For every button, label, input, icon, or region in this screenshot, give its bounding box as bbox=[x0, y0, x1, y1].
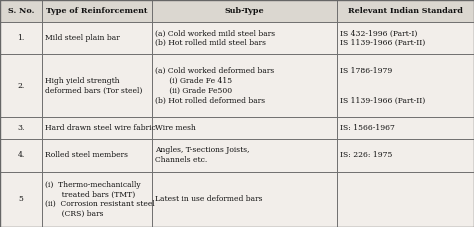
Text: Mild steel plain bar: Mild steel plain bar bbox=[45, 34, 120, 42]
Bar bbox=[0, 0, 42, 22]
Text: IS: 1566-1967: IS: 1566-1967 bbox=[340, 124, 395, 132]
Text: Relevant Indian Standard: Relevant Indian Standard bbox=[348, 7, 463, 15]
Text: Sub-Type: Sub-Type bbox=[225, 7, 264, 15]
Bar bbox=[0, 172, 42, 227]
Text: Latest in use deformed bars: Latest in use deformed bars bbox=[155, 195, 263, 203]
Bar bbox=[152, 117, 337, 139]
Bar bbox=[0, 117, 42, 139]
Text: 4.: 4. bbox=[18, 151, 25, 159]
Text: Rolled steel members: Rolled steel members bbox=[45, 151, 128, 159]
Bar bbox=[337, 0, 474, 22]
Bar bbox=[152, 22, 337, 54]
Bar bbox=[337, 54, 474, 117]
Bar bbox=[337, 172, 474, 227]
Text: (a) Cold worked mild steel bars
(b) Hot rolled mild steel bars: (a) Cold worked mild steel bars (b) Hot … bbox=[155, 30, 275, 47]
Text: 1.: 1. bbox=[18, 34, 25, 42]
Text: Angles, T-sections Joists,
Channels etc.: Angles, T-sections Joists, Channels etc. bbox=[155, 146, 249, 164]
Bar bbox=[337, 22, 474, 54]
Text: (i)  Thermo-mechanically
       treated bars (TMT)
(ii)  Corrosion resistant ste: (i) Thermo-mechanically treated bars (TM… bbox=[45, 180, 155, 218]
Text: S. No.: S. No. bbox=[8, 7, 34, 15]
Bar bbox=[42, 117, 152, 139]
Text: Type of Reinforcement: Type of Reinforcement bbox=[46, 7, 148, 15]
Bar bbox=[337, 117, 474, 139]
Bar bbox=[152, 54, 337, 117]
Bar bbox=[42, 22, 152, 54]
Text: Wire mesh: Wire mesh bbox=[155, 124, 196, 132]
Text: 5: 5 bbox=[18, 195, 23, 203]
Text: IS: 226: 1975: IS: 226: 1975 bbox=[340, 151, 392, 159]
Text: High yield strength
deformed bars (Tor steel): High yield strength deformed bars (Tor s… bbox=[45, 77, 142, 95]
Bar bbox=[152, 172, 337, 227]
Bar bbox=[42, 0, 152, 22]
Bar bbox=[0, 139, 42, 172]
Bar bbox=[152, 0, 337, 22]
Text: 3.: 3. bbox=[18, 124, 25, 132]
Text: IS 432-1996 (Part-I)
IS 1139-1966 (Part-II): IS 432-1996 (Part-I) IS 1139-1966 (Part-… bbox=[340, 30, 425, 47]
Bar bbox=[42, 139, 152, 172]
Bar bbox=[152, 139, 337, 172]
Bar bbox=[337, 139, 474, 172]
Bar bbox=[0, 54, 42, 117]
Bar bbox=[0, 22, 42, 54]
Bar bbox=[42, 54, 152, 117]
Text: Hard drawn steel wire fabric: Hard drawn steel wire fabric bbox=[45, 124, 156, 132]
Bar bbox=[42, 172, 152, 227]
Text: IS 1786-1979


IS 1139-1966 (Part-II): IS 1786-1979 IS 1139-1966 (Part-II) bbox=[340, 67, 425, 104]
Text: (a) Cold worked deformed bars
      (i) Grade Fe 415
      (ii) Grade Fe500
(b) : (a) Cold worked deformed bars (i) Grade … bbox=[155, 67, 274, 104]
Text: 2.: 2. bbox=[18, 82, 25, 90]
